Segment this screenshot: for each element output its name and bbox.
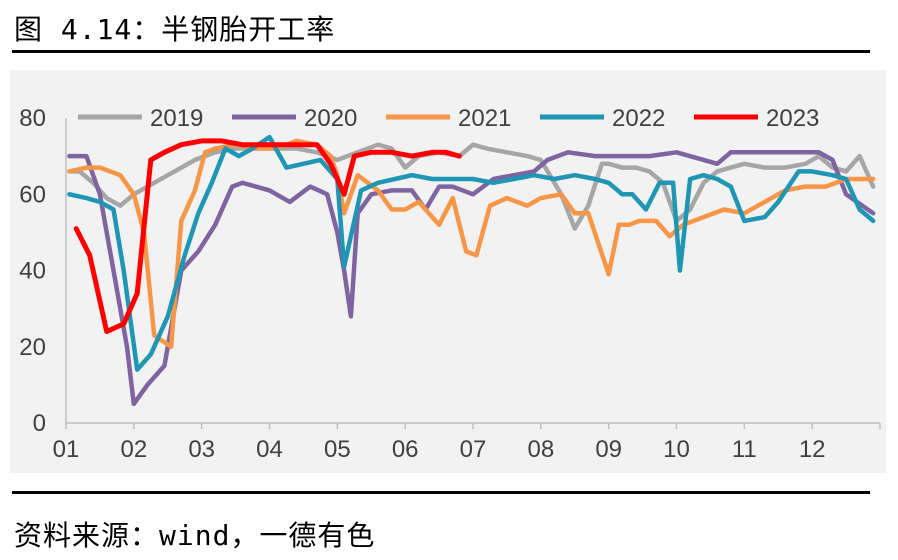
x-tick-label: 10 (663, 436, 690, 463)
source-note: 资料来源：wind，一德有色 (14, 519, 376, 552)
series-line-2019 (67, 142, 876, 231)
y-tick-label: 60 (19, 181, 46, 208)
x-tick-label: 01 (53, 436, 80, 463)
y-tick-label: 40 (19, 258, 46, 285)
x-axis: 01 02 03 04 05 06 07 08 09 10 11 12 (53, 422, 881, 463)
legend-label-2023: 2023 (766, 105, 819, 132)
source-rule (12, 491, 870, 494)
x-tick-label: 05 (324, 436, 351, 463)
x-tick-label: 11 (732, 436, 757, 463)
title-rule (12, 50, 870, 53)
x-tick-label: 04 (256, 436, 283, 463)
y-axis: 0 20 40 60 80 (19, 105, 67, 437)
series-line-2023 (73, 138, 462, 334)
legend-label-2020: 2020 (304, 105, 357, 132)
series-layer (67, 134, 876, 407)
legend: 2019 2020 2021 2022 2023 (78, 105, 819, 132)
x-tick-label: 06 (392, 436, 419, 463)
y-tick-label: 0 (33, 410, 46, 437)
y-tick-label: 20 (19, 334, 46, 361)
series-line-2020 (67, 150, 876, 407)
legend-label-2019: 2019 (150, 105, 203, 132)
y-tick-label: 80 (19, 105, 46, 132)
legend-label-2021: 2021 (458, 105, 511, 132)
chart-panel (10, 70, 886, 473)
x-tick-label: 03 (188, 436, 215, 463)
x-tick-label: 02 (120, 436, 147, 463)
x-tick-label: 12 (799, 436, 826, 463)
legend-label-2022: 2022 (612, 105, 665, 132)
series-line-2021 (67, 138, 876, 350)
x-tick-label: 09 (595, 436, 622, 463)
series-line-2022 (67, 134, 876, 372)
x-tick-label: 08 (527, 436, 554, 463)
figure-title: 图 4.14：半钢胎开工率 (14, 13, 336, 46)
x-tick-label: 07 (460, 436, 487, 463)
